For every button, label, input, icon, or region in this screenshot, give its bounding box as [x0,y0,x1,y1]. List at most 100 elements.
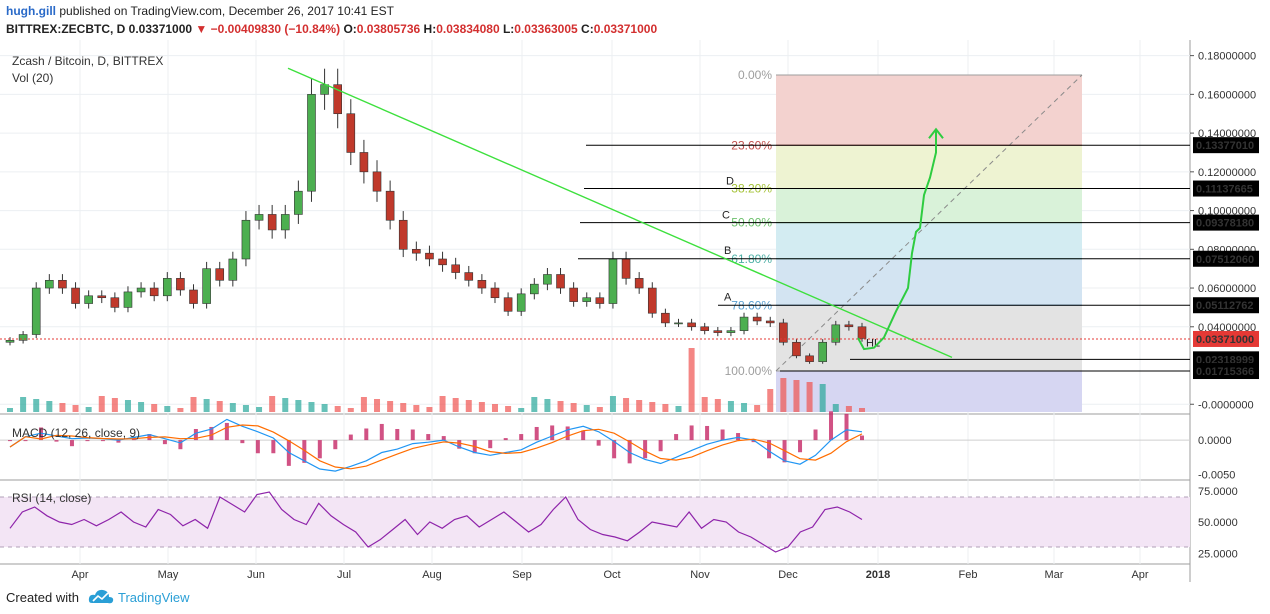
macd-pane [0,411,1190,472]
volume-bar [662,404,669,412]
candle-body [320,84,329,95]
volume-bar [478,402,485,412]
price-tag-box [1193,297,1259,314]
price-axis-tick-label: 0.06000000 [1198,283,1256,295]
x-axis-tick-label: May [158,569,179,581]
macd-histogram-bar [658,440,663,452]
candle-body [569,287,578,302]
candle-body [97,295,107,299]
volume-bar [177,408,184,412]
volume-bar [465,400,472,412]
candle-body [425,252,434,260]
macd-histogram-bar [255,440,260,454]
price-tag-label: 0.01715366 [1196,366,1254,378]
price-tag-box [1193,214,1259,231]
candle-body [136,287,146,293]
volume-bar [649,402,656,412]
macd-histogram-bar [379,423,384,441]
volume-bar [727,401,734,412]
price-change: −0.00409830 (−10.84%) [210,22,341,36]
volume-bar [295,400,302,412]
macd-histogram-bar [457,440,462,449]
volume-bar [741,403,748,412]
trendline [287,67,953,359]
volume-bar [216,401,223,412]
macd-histogram-bar [767,440,772,459]
macd-indicator-label: MACD (12, 26, close, 9) [12,426,140,440]
candle-body [71,287,80,304]
fibonacci-retracement[interactable]: 0.00%23.60%38.20%50.00%61.80%78.60%100.0… [725,68,1083,412]
created-with-text: Created with [6,590,79,605]
rsi-axis-tick-label: 25.0000 [1198,548,1238,560]
candle-body [647,287,657,314]
price-tag-label: 0.11137665 [1196,184,1253,196]
candle-body [202,268,211,304]
macd-histogram-bar [720,429,725,441]
macd-histogram-bar [596,440,601,446]
volume-bar [413,405,420,412]
price-tag-box [1193,137,1259,154]
macd-histogram-bar [395,428,400,441]
tradingview-link[interactable]: TradingView [118,590,190,605]
candle-body [516,293,526,312]
candle-body [700,326,710,331]
price-tag-label: 0.07512060 [1196,254,1254,266]
published-text: published on TradingView.com, December 2… [59,4,394,18]
volume-bar [714,399,721,412]
chart-title: Zcash / Bitcoin, D, BITTREX [12,54,163,68]
high-value: 0.03834080 [436,22,500,36]
candle-body [267,214,277,231]
macd-axis-tick-label: 0.0000 [1198,435,1232,447]
volume-bar [859,408,865,412]
chart-axes: Apr May Jun Jul Aug Sep Oct Nov Dec 2018 Feb Mar Apr… [71,51,1259,581]
volume-bar [636,400,643,412]
candle-body [634,278,644,289]
candle-body [477,279,487,289]
rsi-line [9,491,863,553]
candle-body [58,279,67,289]
volume-bar [72,405,79,412]
macd-histogram-bar [813,429,818,441]
point-label: C [722,209,730,221]
volume-bar [164,406,171,412]
macd-histogram-bar [209,426,214,441]
fib-zone [776,258,1082,306]
volume-bar [282,398,289,412]
macd-histogram-bar [829,411,834,441]
x-axis-tick-label: Feb [959,569,978,581]
volume-bar [452,398,459,412]
candle-body [765,320,775,324]
volume-bar [242,405,249,412]
candle-body [503,297,513,312]
macd-histogram-bar [503,438,508,441]
candle-body [84,295,93,304]
macd-histogram-bar [441,436,446,441]
fib-zone [776,222,1082,259]
volume-bar [360,397,367,412]
price-tag-label: 0.13377010 [1196,140,1254,152]
macd-histogram-bar [23,440,28,442]
volume-bar [347,408,354,412]
chart-canvas[interactable]: 0.00%23.60%38.20%50.00%61.80%78.60%100.0… [0,40,1270,582]
volume-bar [229,403,236,412]
macd-histogram-bar [426,434,431,441]
point-label: A [724,292,732,304]
macd-histogram-bar [100,440,105,442]
volume-bar [570,403,577,412]
volume-bar [688,348,695,412]
volume-bar [780,378,787,412]
macd-histogram-bar [193,428,198,441]
macd-histogram-bar [643,440,648,459]
author-link[interactable]: hugh.gill [6,4,56,18]
tradingview-cloud-icon [88,589,114,604]
price-tag-label: 0.05112762 [1196,300,1254,312]
macd-histogram-bar [364,428,369,441]
volume-bar [321,404,328,412]
macd-histogram-bar [798,440,803,453]
volume-bar [819,384,826,412]
candle-body [359,152,369,173]
macd-histogram-bar [751,440,756,443]
price-tag-box [1193,180,1259,197]
candle-body [582,297,592,302]
macd-histogram-bar [488,440,493,449]
